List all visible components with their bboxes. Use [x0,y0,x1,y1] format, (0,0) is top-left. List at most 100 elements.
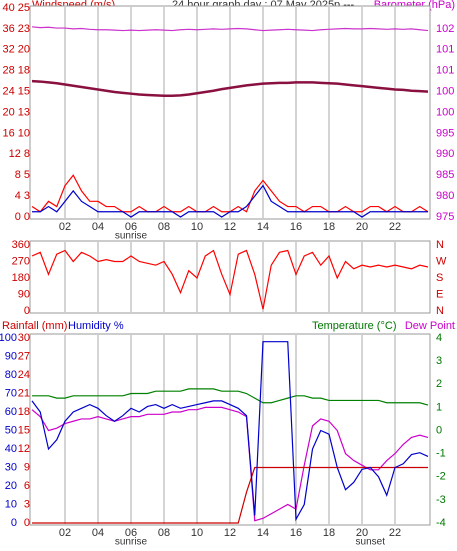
y2-tick-label: 3 [436,355,442,367]
y-tick-label: 60 [5,406,17,418]
series-line [31,249,429,310]
series-line [31,79,429,98]
y-tick-label: 70 [5,387,17,399]
series-line [32,184,428,218]
y-tick-label: 8 5 [15,169,30,181]
x-tick-label: 20 [356,527,368,539]
y-tick-label: 90 [5,350,17,362]
x-tick-label: 04 [92,221,104,233]
y2-tick-label: 101 [436,44,454,56]
y-tick-label: 18 [18,406,30,418]
y2-tick-label: 4 [436,332,442,344]
barometer-axis-title: Barometer (hPa) [374,0,455,11]
y-tick-label: 16 10 [2,127,30,139]
series-line [31,341,429,522]
y-tick-label: 28 18 [2,65,30,77]
x-tick-label: 04 [92,527,104,539]
x-tick-label: 12 [224,527,236,539]
annotation: sunrise [115,231,148,242]
y2-tick-label: W [436,255,447,267]
y-tick-label: 30 [18,332,30,344]
series-line [32,388,429,406]
y-tick-label: 24 15 [2,86,30,98]
y-tick-label: 27 [18,350,30,362]
y2-tick-label: E [436,288,443,300]
y-tick-label: 270 [12,255,30,267]
y2-tick-label: -1 [436,448,446,460]
y2-tick-label: 2 [436,378,442,390]
y-tick-label: 15 [18,424,30,436]
series-line [31,26,429,32]
y2-tick-label: 1 [436,401,442,413]
y-tick-label: 4 3 [15,190,30,202]
x-tick-label: 18 [323,527,335,539]
dewpoint-axis-title: Dew Point [405,320,455,332]
y2-tick-label: 101 [436,65,454,77]
annotation: sunset [356,537,386,548]
x-tick-label: 02 [59,221,71,233]
y-tick-label: 32 20 [2,44,30,56]
y-tick-label: 6 [24,480,30,492]
x-tick-label: 02 [59,527,71,539]
series-line [31,406,429,522]
x-tick-label: 14 [257,527,269,539]
y-tick-label: 0 [24,517,30,529]
x-tick-label: 18 [323,221,335,233]
y-tick-label: 0 [11,517,17,529]
y-tick-label: 12 8 [9,148,30,160]
y-tick-label: 40 [5,443,17,455]
x-tick-label: 08 [158,527,170,539]
y2-tick-label: -3 [436,494,446,506]
y2-tick-label: 975 [436,211,454,223]
y2-tick-label: N [436,239,444,251]
x-tick-label: 20 [356,221,368,233]
y-tick-label: 50 [5,424,17,436]
y-tick-label: 20 13 [2,106,30,118]
y-tick-label: 24 [18,369,30,381]
temperature-axis-title: Temperature (°C) [312,320,396,332]
y-tick-label: 30 [5,461,17,473]
y2-tick-label: S [436,272,443,284]
y-tick-label: 80 [5,369,17,381]
rain-axis-title: Rainfall (mm) [2,320,67,332]
y2-tick-label: 100 [436,106,454,118]
y-tick-label: 12 [18,443,30,455]
y-tick-label: 90 [18,288,30,300]
y-tick-label: 0 0 [15,211,30,223]
x-tick-label: 12 [224,221,236,233]
y2-tick-label: 990 [436,148,454,160]
y2-tick-label: 995 [436,127,454,139]
y2-tick-label: 100 [436,86,454,98]
y-tick-label: 36 23 [2,23,30,35]
y-tick-label: 9 [24,461,30,473]
x-tick-label: 08 [158,221,170,233]
y-tick-label: 0 [24,305,30,317]
humidity-axis-title: Humidity % [68,320,124,332]
y-tick-label: 10 [5,498,17,510]
y2-tick-label: -4 [436,517,446,529]
y-tick-label: 3 [24,498,30,510]
y-tick-label: 100 [0,332,17,344]
y-tick-label: 360 [12,239,30,251]
y-tick-label: 40 25 [2,2,30,14]
annotation: sunrise [115,537,148,548]
series-line [32,466,428,524]
y2-tick-label: -2 [436,471,446,483]
x-tick-label: 22 [389,527,401,539]
x-tick-label: 16 [290,221,302,233]
y-tick-label: 20 [5,480,17,492]
y2-tick-label: N [436,305,444,317]
x-tick-label: 10 [191,527,203,539]
x-tick-label: 14 [257,221,269,233]
y2-tick-label: 102 [436,23,454,35]
x-tick-label: 10 [191,221,203,233]
y-tick-label: 180 [12,272,30,284]
wind-axis-title: Windspeed (m/s) [32,0,115,11]
x-tick-label: 16 [290,527,302,539]
y2-tick-label: 0 [436,424,442,436]
y-tick-label: 21 [18,387,30,399]
x-tick-label: 06 [125,221,137,233]
x-tick-label: 22 [389,221,401,233]
x-tick-label: 06 [125,527,137,539]
